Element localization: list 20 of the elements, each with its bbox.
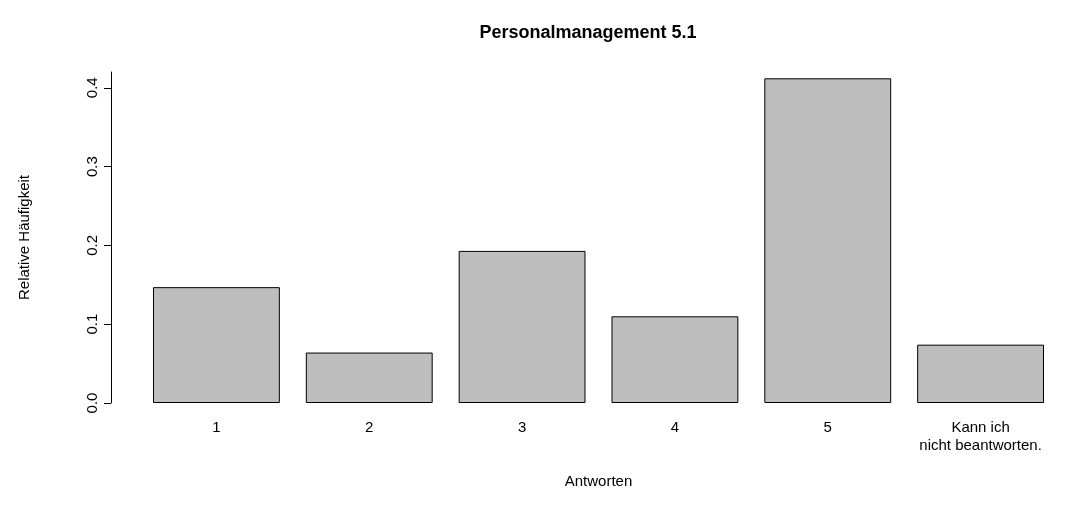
y-tick-label: 0.4 bbox=[83, 77, 100, 99]
bar bbox=[305, 352, 433, 403]
chart-title: Personalmanagement 5.1 bbox=[479, 22, 697, 42]
y-tick-label: 0.0 bbox=[83, 392, 100, 414]
y-tick-label: 0.2 bbox=[83, 234, 100, 256]
x-tick-label: 4 bbox=[670, 417, 680, 435]
x-tick-label: 1 bbox=[212, 417, 221, 435]
bar bbox=[611, 316, 739, 403]
y-axis-title: Relative Häufigkeit bbox=[15, 174, 32, 301]
x-tick-label: 2 bbox=[365, 417, 374, 435]
bar bbox=[458, 250, 586, 403]
x-tick-label: 3 bbox=[517, 417, 527, 435]
y-tick-label: 0.1 bbox=[83, 313, 100, 335]
x-axis-title: Antworten bbox=[564, 472, 633, 489]
bar bbox=[917, 344, 1045, 403]
x-tick-label: Kann ich nicht beantworten. bbox=[919, 417, 1042, 453]
y-tick-label: 0.3 bbox=[83, 156, 100, 177]
bar bbox=[152, 287, 280, 403]
x-tick-label: 5 bbox=[823, 417, 832, 435]
bar bbox=[764, 78, 892, 403]
